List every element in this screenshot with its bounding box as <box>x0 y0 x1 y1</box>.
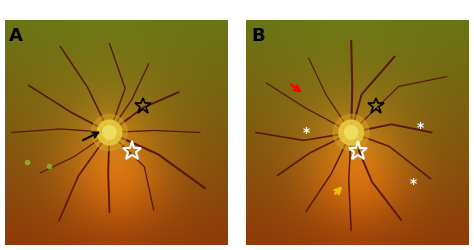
Circle shape <box>345 126 358 139</box>
Text: A: A <box>9 27 23 45</box>
Circle shape <box>103 126 116 139</box>
Circle shape <box>333 114 369 150</box>
Text: *: * <box>417 121 424 135</box>
Text: B: B <box>251 27 264 45</box>
Circle shape <box>91 114 127 150</box>
Text: *: * <box>303 126 310 140</box>
Circle shape <box>97 120 122 145</box>
Circle shape <box>339 120 364 145</box>
Text: *: * <box>410 177 417 191</box>
